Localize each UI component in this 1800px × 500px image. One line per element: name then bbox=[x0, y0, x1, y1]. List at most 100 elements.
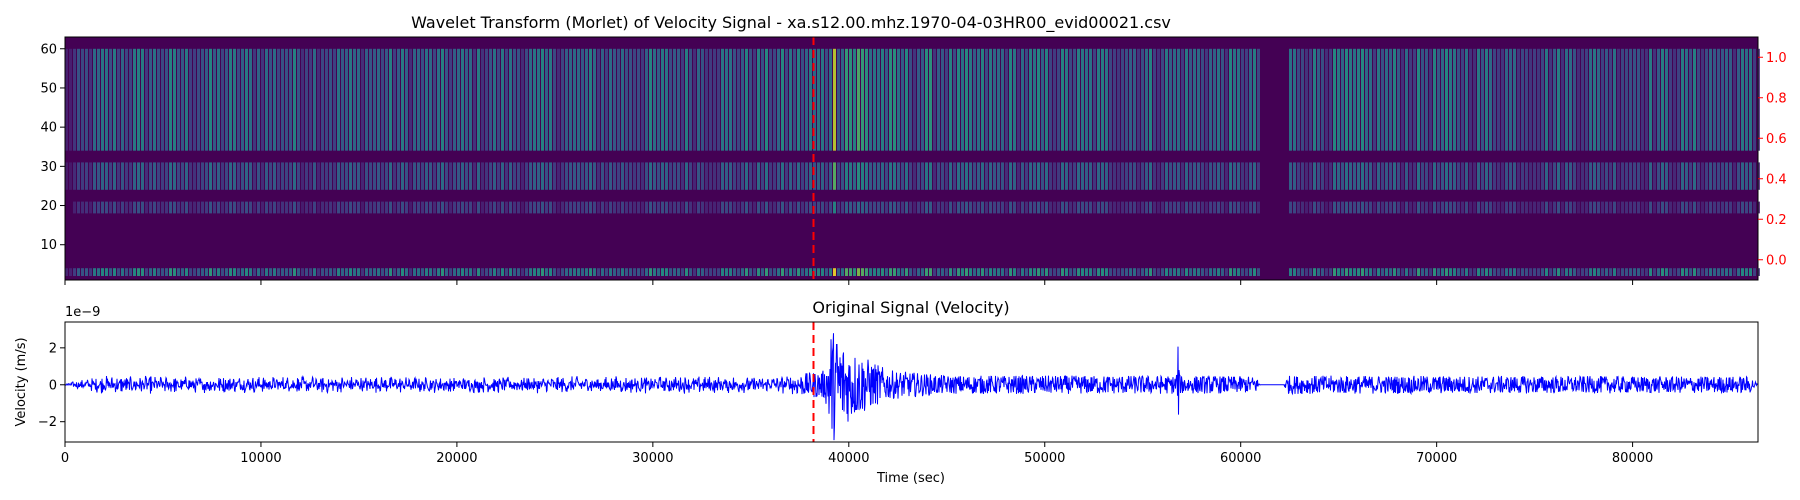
heatmap-cell bbox=[1501, 162, 1504, 190]
heatmap-cell bbox=[553, 162, 556, 190]
heatmap-cell bbox=[1189, 162, 1192, 190]
heatmap-cell bbox=[349, 268, 352, 276]
heatmap-cell bbox=[1441, 48, 1444, 151]
heatmap-cell bbox=[853, 201, 856, 214]
heatmap-cell bbox=[1697, 48, 1700, 151]
heatmap-cell bbox=[217, 268, 220, 276]
heatmap-cell bbox=[1741, 48, 1744, 151]
heatmap-cell bbox=[289, 162, 292, 190]
heatmap-cell bbox=[661, 268, 664, 276]
heatmap-cell bbox=[677, 162, 680, 190]
heatmap-cell bbox=[229, 162, 232, 190]
heatmap-cell bbox=[297, 162, 300, 190]
heatmap-cell bbox=[373, 201, 376, 214]
heatmap-cell bbox=[973, 162, 976, 190]
heatmap-cell bbox=[341, 201, 344, 214]
heatmap-cell bbox=[537, 268, 540, 276]
heatmap-cell bbox=[161, 162, 164, 190]
heatmap-cell bbox=[1597, 162, 1600, 190]
heatmap-cell bbox=[1753, 268, 1756, 276]
heatmap-cell bbox=[217, 201, 220, 214]
heatmap-cell bbox=[1577, 201, 1580, 214]
heatmap-cell bbox=[405, 268, 408, 276]
heatmap-cell bbox=[1425, 48, 1428, 151]
heatmap-cell bbox=[1733, 201, 1736, 214]
heatmap-cell bbox=[457, 48, 460, 151]
heatmap-cell bbox=[217, 48, 220, 151]
heatmap-cell bbox=[1193, 268, 1196, 276]
heatmap-cell bbox=[1733, 162, 1736, 190]
heatmap-cell bbox=[1517, 201, 1520, 214]
heatmap-cell bbox=[1441, 268, 1444, 276]
heatmap-cell bbox=[1045, 162, 1048, 190]
heatmap-cell bbox=[473, 201, 476, 214]
heatmap-cell bbox=[1193, 162, 1196, 190]
heatmap-cell bbox=[1569, 268, 1572, 276]
heatmap-y-tick-label: 10 bbox=[40, 238, 57, 253]
heatmap-cell bbox=[1013, 48, 1016, 151]
heatmap-cell bbox=[1497, 201, 1500, 214]
heatmap-cell bbox=[1705, 48, 1708, 151]
heatmap-cell bbox=[1141, 48, 1144, 151]
heatmap-cell bbox=[833, 201, 836, 214]
heatmap-cell bbox=[1433, 162, 1436, 190]
heatmap-cell bbox=[817, 268, 820, 276]
heatmap-cell bbox=[433, 268, 436, 276]
heatmap-cell bbox=[1509, 48, 1512, 151]
heatmap-cell bbox=[853, 48, 856, 151]
heatmap-cell bbox=[873, 48, 876, 151]
heatmap-cell bbox=[221, 268, 224, 276]
heatmap-cell bbox=[1061, 162, 1064, 190]
heatmap-cell bbox=[977, 162, 980, 190]
heatmap-cell bbox=[1161, 268, 1164, 276]
heatmap-cell bbox=[1081, 268, 1084, 276]
heatmap-cell bbox=[1417, 48, 1420, 151]
heatmap-cell bbox=[865, 268, 868, 276]
heatmap-cell bbox=[741, 268, 744, 276]
heatmap-cell bbox=[701, 268, 704, 276]
heatmap-cell bbox=[129, 162, 132, 190]
heatmap-cell bbox=[485, 201, 488, 214]
heatmap-cell bbox=[557, 162, 560, 190]
heatmap-cell bbox=[641, 201, 644, 214]
heatmap-cell bbox=[369, 162, 372, 190]
heatmap-cell bbox=[1477, 201, 1480, 214]
heatmap-cell bbox=[957, 48, 960, 151]
heatmap-cell bbox=[889, 162, 892, 190]
heatmap-cell bbox=[797, 48, 800, 151]
heatmap-cell bbox=[997, 48, 1000, 151]
heatmap-cell bbox=[1053, 268, 1056, 276]
heatmap-cell bbox=[1725, 48, 1728, 151]
heatmap-cell bbox=[1185, 48, 1188, 151]
heatmap-cell bbox=[1501, 48, 1504, 151]
heatmap-cell bbox=[1161, 162, 1164, 190]
heatmap-cell bbox=[1657, 48, 1660, 151]
heatmap-cell bbox=[109, 201, 112, 214]
heatmap-cell bbox=[1557, 48, 1560, 151]
heatmap-cell bbox=[1157, 201, 1160, 214]
heatmap-cell bbox=[1101, 201, 1104, 214]
heatmap-cell bbox=[1177, 201, 1180, 214]
heatmap-cell bbox=[557, 201, 560, 214]
heatmap-cell bbox=[1673, 48, 1676, 151]
heatmap-cell bbox=[881, 162, 884, 190]
heatmap-cell bbox=[481, 162, 484, 190]
heatmap-cell bbox=[777, 48, 780, 151]
heatmap-cell bbox=[1333, 268, 1336, 276]
heatmap-cell bbox=[909, 162, 912, 190]
heatmap-cell bbox=[1685, 268, 1688, 276]
heatmap-cell bbox=[1065, 268, 1068, 276]
heatmap-cell bbox=[889, 201, 892, 214]
heatmap-cell bbox=[913, 162, 916, 190]
heatmap-cell bbox=[641, 48, 644, 151]
heatmap-cell bbox=[1397, 201, 1400, 214]
heatmap-cell bbox=[321, 162, 324, 190]
heatmap-cell bbox=[401, 268, 404, 276]
heatmap-cell bbox=[1517, 268, 1520, 276]
heatmap-cell bbox=[633, 268, 636, 276]
heatmap-cell bbox=[1573, 201, 1576, 214]
heatmap-cell bbox=[1397, 48, 1400, 151]
heatmap-cell bbox=[1669, 48, 1672, 151]
heatmap-cell bbox=[1357, 268, 1360, 276]
heatmap-cell bbox=[945, 201, 948, 214]
